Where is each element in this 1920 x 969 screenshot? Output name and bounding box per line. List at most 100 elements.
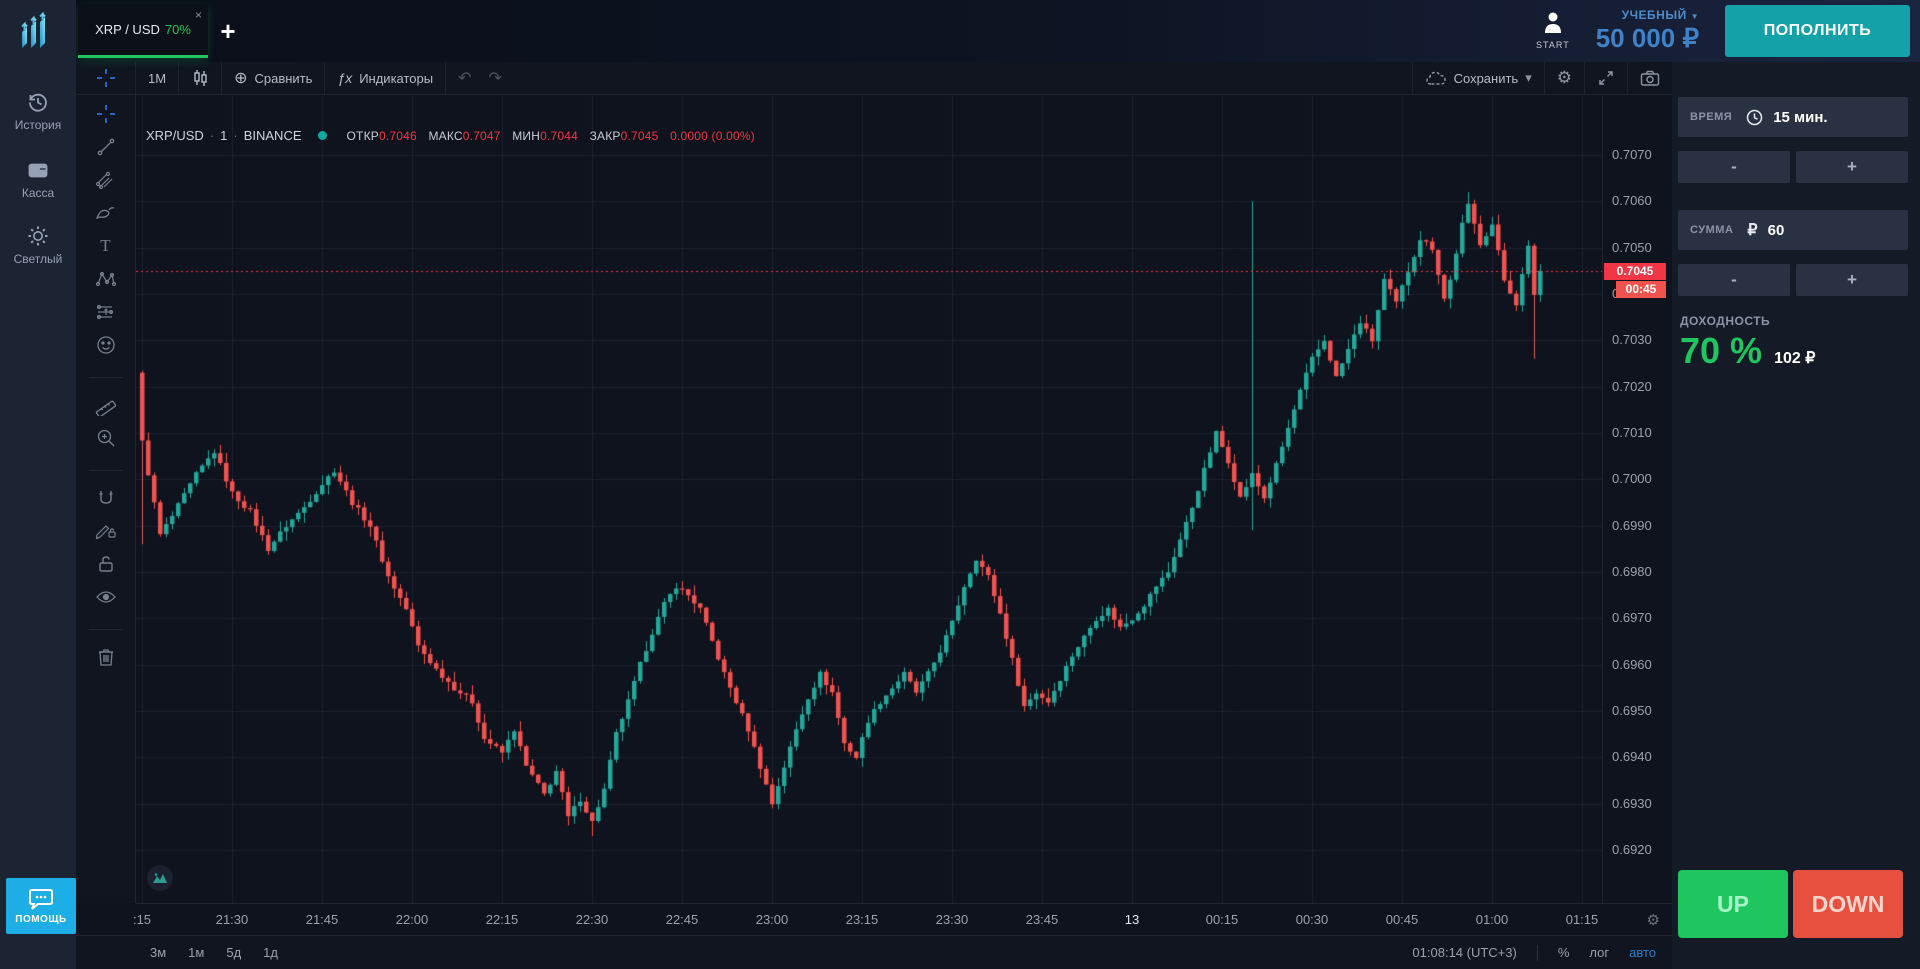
deposit-button[interactable]: ПОПОЛНИТЬ	[1725, 5, 1910, 57]
time-tick: 01:00	[1475, 912, 1509, 927]
undo-redo-group: ↶ ↷	[446, 62, 514, 94]
brush-tool-button[interactable]	[89, 200, 123, 226]
time-tick: 21:30	[215, 912, 249, 927]
account-block[interactable]: УЧЕБНЫЙ ▼ 50 000 ₽	[1596, 8, 1699, 54]
time-tick: 23:45	[1025, 912, 1059, 927]
redo-icon[interactable]: ↷	[488, 70, 502, 87]
time-tick: 00:15	[1205, 912, 1239, 927]
save-layout-button[interactable]: Сохранить ▾	[1411, 62, 1544, 94]
price-tick: 0.7010	[1612, 424, 1652, 440]
current-price-tag: 0.7045	[1604, 262, 1666, 280]
time-plus-button[interactable]: +	[1796, 151, 1908, 183]
candlestick-canvas[interactable]	[136, 95, 1602, 903]
chart-watermark-button[interactable]	[147, 865, 173, 891]
axis-settings-gear-icon[interactable]: ⚙	[1646, 912, 1660, 929]
pitchfork-tool-button[interactable]	[89, 167, 123, 193]
chart-settings-button[interactable]: ⚙	[1543, 62, 1584, 94]
sidebar-item-label: История	[14, 118, 62, 132]
account-type[interactable]: УЧЕБНЫЙ ▼	[1621, 8, 1699, 22]
remove-drawings-button[interactable]	[89, 644, 123, 670]
compare-button[interactable]: ⊕ Сравнить	[222, 62, 326, 94]
sidebar-item-cashier[interactable]: Касса	[0, 158, 76, 200]
candlestick-icon	[191, 69, 209, 87]
time-axis[interactable]: ⚙ :15 21:30 21:45 22:00 22:15 22:30 22:45 23:00…	[132, 903, 1672, 935]
down-button[interactable]: DOWN	[1793, 870, 1903, 938]
fx-icon: ƒx	[337, 70, 353, 86]
help-button[interactable]: ПОМОЩЬ	[6, 878, 76, 934]
add-tab-button[interactable]: +	[208, 4, 248, 58]
cursor-crosshair-button[interactable]	[89, 101, 123, 127]
time-tick: 23:15	[845, 912, 879, 927]
price-axis[interactable]: 0.7045 00:45 0.70700.70600.70500.70400.7…	[1602, 95, 1672, 903]
expiry-time-field[interactable]: ВРЕМЯ 15 мин.	[1678, 97, 1908, 137]
toolbar-separator	[88, 470, 123, 471]
price-tick: 0.7000	[1612, 471, 1652, 487]
range-button[interactable]: 1д	[263, 945, 278, 960]
interval-button[interactable]: 1М	[136, 62, 180, 94]
chart-bottom-bar: 3м 1м 5д 1д 01:08:14 (UTC+3) % лог авто	[76, 935, 1672, 969]
chart-plot-area[interactable]: XRP/USD · 1 · BINANCE ОТКР0.7046 МАКС0.7…	[136, 95, 1602, 903]
time-tick: :15	[132, 912, 152, 927]
screenshot-button[interactable]	[1627, 62, 1672, 94]
log-scale-button[interactable]: лог	[1589, 945, 1610, 960]
amount-field[interactable]: СУММА ₽ 60	[1678, 210, 1908, 250]
forecast-tool-button[interactable]	[89, 299, 123, 325]
help-label: ПОМОЩЬ	[15, 913, 67, 925]
trade-panel: ВРЕМЯ 15 мин. - + СУММА ₽ 60 - + ДОХОДНО…	[1672, 62, 1920, 969]
price-tick: 0.6930	[1612, 795, 1652, 811]
legend-symbol[interactable]: XRP/USD	[146, 128, 204, 143]
time-tick: 22:30	[575, 912, 609, 927]
sidebar-item-theme[interactable]: Светлый	[0, 224, 76, 266]
toolbar-separator	[88, 377, 123, 378]
time-value: 15 мин.	[1773, 108, 1828, 126]
time-tick: 22:15	[485, 912, 519, 927]
crosshair-icon	[96, 68, 116, 88]
auto-scale-button[interactable]: авто	[1629, 945, 1656, 960]
time-tick: 13	[1124, 912, 1140, 927]
compare-plus-icon: ⊕	[234, 70, 248, 87]
text-tool-button[interactable]: T	[100, 236, 111, 255]
app-logo-icon[interactable]	[14, 10, 58, 54]
crosshair-tool-button[interactable]	[76, 62, 136, 94]
percent-scale-button[interactable]: %	[1557, 945, 1570, 960]
amount-plus-button[interactable]: +	[1796, 264, 1908, 296]
payout-amount: 102 ₽	[1774, 350, 1816, 367]
drawing-mode-button[interactable]	[89, 518, 123, 544]
tab-xrp-usd[interactable]: XRP / USD 70% ×	[78, 4, 208, 58]
measure-tool-button[interactable]	[89, 392, 123, 418]
clock-utc[interactable]: 01:08:14 (UTC+3)	[1412, 945, 1517, 960]
amount-minus-button[interactable]: -	[1678, 264, 1790, 296]
ruble-icon: ₽	[1747, 222, 1758, 239]
hide-drawings-button[interactable]	[89, 584, 123, 610]
pattern-tool-button[interactable]	[89, 266, 123, 292]
user-menu[interactable]: START	[1536, 9, 1570, 53]
lock-drawings-button[interactable]	[89, 551, 123, 577]
time-minus-button[interactable]: -	[1678, 151, 1790, 183]
trend-line-tool-button[interactable]	[89, 134, 123, 160]
emoji-tool-button[interactable]	[89, 332, 123, 358]
market-status-icon	[317, 131, 327, 140]
candle-countdown-tag: 00:45	[1616, 280, 1666, 298]
price-tick: 0.6980	[1612, 563, 1652, 579]
sun-icon	[0, 224, 76, 248]
chart-toolbar: 1М ⊕ Сравнить ƒx Индикаторы ↶ ↷	[76, 62, 1672, 95]
magnet-mode-button[interactable]	[89, 485, 123, 511]
range-button[interactable]: 3м	[150, 945, 167, 960]
sidebar-item-history[interactable]: История	[0, 90, 76, 132]
tab-payout: 70%	[164, 22, 191, 37]
divider	[1536, 944, 1538, 961]
indicators-button[interactable]: ƒx Индикаторы	[325, 62, 447, 94]
chart-toolbar-right: Сохранить ▾ ⚙	[1411, 62, 1672, 94]
range-button[interactable]: 5д	[226, 945, 242, 960]
payout-row: 70 % 102 ₽	[1680, 330, 1815, 372]
chevron-down-icon: ▼	[1690, 12, 1699, 21]
save-chevron-icon: ▾	[1525, 70, 1532, 85]
range-button[interactable]: 1м	[188, 945, 205, 960]
up-button[interactable]: UP	[1678, 870, 1788, 938]
tab-close-icon[interactable]: ×	[194, 8, 202, 22]
zoom-in-tool-button[interactable]	[89, 425, 123, 451]
chart-style-button[interactable]	[179, 62, 223, 94]
fullscreen-button[interactable]	[1584, 62, 1627, 94]
user-icon	[1536, 9, 1570, 35]
undo-icon[interactable]: ↶	[458, 70, 472, 87]
